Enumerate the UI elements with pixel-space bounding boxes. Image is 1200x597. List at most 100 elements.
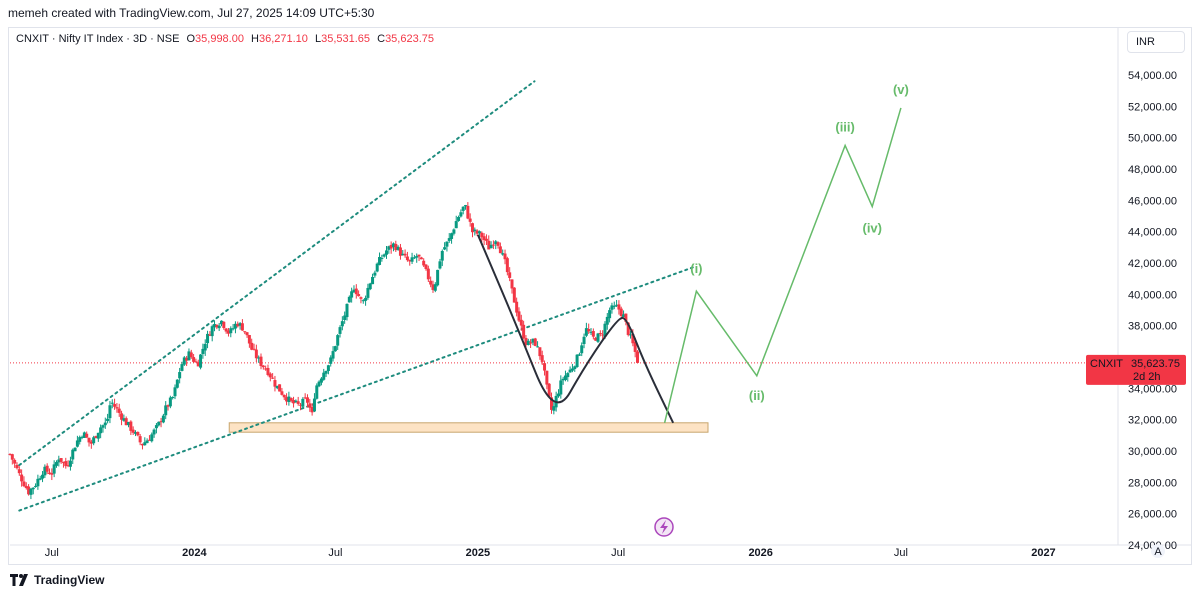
candle-body bbox=[292, 400, 296, 404]
x-tick-label: Jul bbox=[611, 547, 625, 559]
candle-body bbox=[254, 349, 258, 359]
symbol-title[interactable]: CNXIT · Nifty IT Index · 3D · NSE bbox=[16, 33, 180, 45]
y-tick-label: 34,000.00 bbox=[1128, 383, 1177, 395]
y-tick-label: 54,000.00 bbox=[1128, 70, 1177, 82]
candle-body bbox=[324, 371, 328, 374]
candle-body bbox=[559, 380, 563, 395]
candle-body bbox=[538, 347, 542, 357]
candle-body bbox=[477, 231, 481, 234]
elliott-wave-path bbox=[663, 107, 902, 423]
candle-body bbox=[445, 241, 449, 247]
y-tick-label: 38,000.00 bbox=[1128, 321, 1177, 333]
candle-body bbox=[189, 352, 193, 358]
candle-body bbox=[150, 434, 154, 442]
candle-body bbox=[45, 465, 49, 472]
candle-body bbox=[268, 373, 272, 378]
candle-body bbox=[419, 257, 423, 260]
candle-body bbox=[173, 387, 177, 397]
candle-body bbox=[59, 458, 63, 462]
candle-body bbox=[266, 367, 270, 375]
candle-body bbox=[138, 436, 142, 443]
y-tick-label: 50,000.00 bbox=[1128, 133, 1177, 145]
candle-body bbox=[378, 257, 382, 265]
candle-body bbox=[589, 331, 593, 333]
candle-body bbox=[375, 263, 379, 272]
candle-body bbox=[405, 256, 409, 261]
wave-label: (i) bbox=[690, 261, 702, 276]
candle-body bbox=[108, 405, 112, 419]
x-tick-label: 2025 bbox=[466, 547, 490, 559]
candle-body bbox=[580, 345, 584, 354]
candle-body bbox=[459, 212, 463, 217]
projected-path-curve bbox=[476, 234, 675, 424]
candle-body bbox=[350, 291, 354, 298]
wave-label: (v) bbox=[893, 82, 909, 97]
candle-body bbox=[366, 287, 370, 298]
candle-body bbox=[312, 398, 316, 412]
candle-body bbox=[429, 280, 433, 285]
candle-body bbox=[96, 432, 100, 439]
candle-body bbox=[92, 437, 96, 444]
price-tag-value: 35,623.75 bbox=[1131, 358, 1180, 370]
x-tick-label: 2027 bbox=[1031, 547, 1055, 559]
candle-body bbox=[38, 478, 42, 480]
candle-body bbox=[103, 422, 107, 426]
candle-body bbox=[43, 466, 47, 476]
candle-body bbox=[529, 342, 533, 344]
candle-body bbox=[196, 362, 200, 367]
candle-body bbox=[29, 488, 33, 495]
candle-body bbox=[433, 284, 437, 291]
candle-body bbox=[508, 272, 512, 278]
candle-body bbox=[524, 338, 528, 345]
candle-body bbox=[431, 284, 435, 290]
candle-body bbox=[468, 218, 472, 222]
candle-body bbox=[615, 304, 619, 306]
candle-body bbox=[80, 436, 84, 438]
candle-body bbox=[10, 454, 14, 460]
currency-button[interactable]: INR bbox=[1127, 31, 1185, 53]
candle-body bbox=[505, 258, 509, 273]
candle-body bbox=[519, 319, 523, 326]
candle-body bbox=[382, 254, 386, 257]
candle-body bbox=[85, 433, 89, 438]
ohlc-legend: CNXIT · Nifty IT Index · 3D · NSE O35,99… bbox=[16, 33, 434, 45]
candle-body bbox=[194, 361, 198, 363]
candle-body bbox=[531, 338, 535, 343]
candle-body bbox=[24, 485, 28, 489]
candle-body bbox=[447, 238, 451, 241]
candle-body bbox=[238, 323, 242, 326]
candle-body bbox=[161, 415, 165, 423]
auto-scale-button bbox=[1151, 544, 1165, 558]
candle-body bbox=[608, 310, 612, 319]
candle-body bbox=[422, 260, 426, 266]
candle-body bbox=[264, 368, 268, 370]
candle-body bbox=[27, 486, 31, 495]
candle-body bbox=[636, 351, 640, 363]
x-tick-label: Jul bbox=[45, 547, 59, 559]
candle-body bbox=[359, 297, 363, 299]
channel-upper-line bbox=[18, 80, 536, 467]
candle-body bbox=[48, 472, 52, 474]
candle-body bbox=[631, 334, 635, 344]
candle-body bbox=[233, 323, 237, 329]
x-tick-label: 2026 bbox=[748, 547, 772, 559]
candle-body bbox=[319, 378, 323, 383]
candle-body bbox=[275, 385, 279, 389]
candle-body bbox=[473, 229, 477, 232]
candle-body bbox=[387, 246, 391, 250]
candle-body bbox=[305, 397, 309, 403]
candle-body bbox=[117, 408, 121, 413]
candle-body bbox=[494, 241, 498, 245]
candle-body bbox=[182, 357, 186, 365]
y-tick-label: 40,000.00 bbox=[1128, 289, 1177, 301]
candle-body bbox=[157, 421, 161, 426]
candle-body bbox=[391, 243, 395, 248]
candle-body bbox=[89, 441, 93, 444]
candle-body bbox=[219, 320, 223, 325]
candle-body bbox=[624, 313, 628, 322]
candle-body bbox=[440, 250, 444, 261]
candle-body bbox=[352, 289, 356, 293]
candle-body bbox=[289, 398, 293, 401]
candle-body bbox=[303, 397, 307, 399]
